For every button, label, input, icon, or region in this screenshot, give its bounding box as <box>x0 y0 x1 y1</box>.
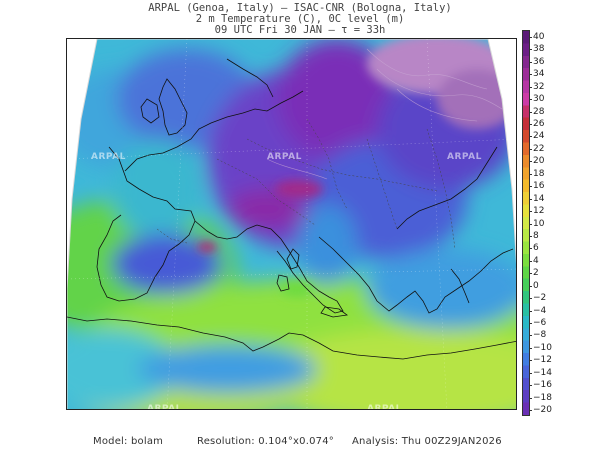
watermark-4: ARPAL <box>147 404 182 410</box>
graticule <box>67 39 516 409</box>
colorbar-tick-mark <box>529 198 532 200</box>
colorbar-tick-mark <box>529 410 532 411</box>
colorbar-tick-mark <box>529 211 532 213</box>
footer-analysis: Analysis: Thu 00Z29JAN2026 <box>352 436 502 447</box>
colorbar-tick-label: −16 <box>533 380 552 391</box>
footer-model: Model: bolam <box>93 436 164 447</box>
watermark-2: ARPAL <box>267 152 302 162</box>
colorbar-tick-mark <box>529 37 532 38</box>
colorbar-tick-mark <box>529 74 532 76</box>
colorbar-tick-label: 12 <box>533 206 545 217</box>
colorbar-tick-mark <box>529 124 532 126</box>
colorbar-tick-mark <box>529 173 532 175</box>
colorbar-tick-label: 26 <box>533 119 545 130</box>
footer-resolution: Resolution: 0.104°x0.074° <box>197 436 334 447</box>
header-line-3: 09 UTC Fri 30 JAN — τ = 33h <box>214 24 386 36</box>
colorbar-tick-mark <box>529 235 532 237</box>
colorbar-tick-mark <box>529 99 532 101</box>
colorbar-tick-label: −8 <box>533 330 547 341</box>
colorbar-tick-label: 28 <box>533 106 545 117</box>
colorbar-tick-mark <box>529 136 532 138</box>
colorbar-tick-label: 38 <box>533 44 545 55</box>
colorbar-tick-label: 2 <box>533 268 539 279</box>
colorbar-tick-label: 18 <box>533 168 545 179</box>
colorbar-tick-mark <box>529 298 532 300</box>
colorbar <box>522 30 530 416</box>
temperature-map: ARPAL ARPAL ARPAL ARPAL ARPAL <box>66 38 517 410</box>
coastlines <box>67 58 516 360</box>
colorbar-tick-label: 10 <box>533 218 545 229</box>
colorbar-tick-label: −2 <box>533 293 547 304</box>
colorbar-tick-mark <box>529 273 532 275</box>
colorbar-tick-mark <box>529 310 532 312</box>
colorbar-tick-label: 4 <box>533 255 539 266</box>
colorbar-tick-mark <box>529 248 532 250</box>
colorbar-tick-mark <box>529 186 532 188</box>
colorbar-tick-label: −4 <box>533 305 547 316</box>
watermark-1: ARPAL <box>91 152 126 162</box>
colorbar-tick-mark <box>529 148 532 150</box>
colorbar-tick-mark <box>529 49 532 51</box>
colorbar-tick-label: 30 <box>533 94 545 105</box>
borders <box>156 118 456 250</box>
header-line-1: ARPAL (Genoa, Italy) — ISAC-CNR (Bologna… <box>148 2 452 14</box>
colorbar-tick-label: 32 <box>533 81 545 92</box>
colorbar-tick-label: 14 <box>533 193 545 204</box>
colorbar-tick-label: −14 <box>533 367 552 378</box>
watermark-3: ARPAL <box>447 152 482 162</box>
colorbar-tick-mark <box>529 372 532 374</box>
colorbar-tick-label: −20 <box>533 405 552 415</box>
colorbar-tick-label: 20 <box>533 156 545 167</box>
colorbar-tick-mark <box>529 223 532 225</box>
colorbar-tick-label: 34 <box>533 69 545 80</box>
colorbar-tick-label: 6 <box>533 243 539 254</box>
colorbar-tick-mark <box>529 397 532 399</box>
temperature-map-svg <box>67 39 516 409</box>
colorbar-tick-label: 8 <box>533 230 539 241</box>
colorbar-tick-label: −10 <box>533 342 552 353</box>
colorbar-tick-label: 24 <box>533 131 545 142</box>
colorbar-tick-mark <box>529 322 532 324</box>
colorbar-tick-label: −18 <box>533 392 552 403</box>
colorbar-tick-label: 22 <box>533 143 545 154</box>
colorbar-tick-mark <box>529 61 532 63</box>
colorbar-tick-mark <box>529 335 532 337</box>
header-line-2: 2 m Temperature (C), 0C level (m) <box>195 13 405 25</box>
colorbar-tick-mark <box>529 161 532 163</box>
colorbar-tick-mark <box>529 260 532 262</box>
colorbar-tick-mark <box>529 385 532 387</box>
colorbar-tick-label: −6 <box>533 317 547 328</box>
colorbar-tick-mark <box>529 285 532 287</box>
colorbar-tick-mark <box>529 360 532 362</box>
colorbar-tick-label: 16 <box>533 181 545 192</box>
colorbar-tick-label: −12 <box>533 355 552 366</box>
colorbar-tick-label: 36 <box>533 56 545 67</box>
colorbar-tick-mark <box>529 86 532 88</box>
colorbar-tick-label: 40 <box>533 32 545 42</box>
colorbar-tick-mark <box>529 347 532 349</box>
zero-level-contours <box>266 48 503 180</box>
colorbar-tick-mark <box>529 111 532 113</box>
watermark-5: ARPAL <box>367 404 402 410</box>
colorbar-tick-label: 0 <box>533 280 539 291</box>
